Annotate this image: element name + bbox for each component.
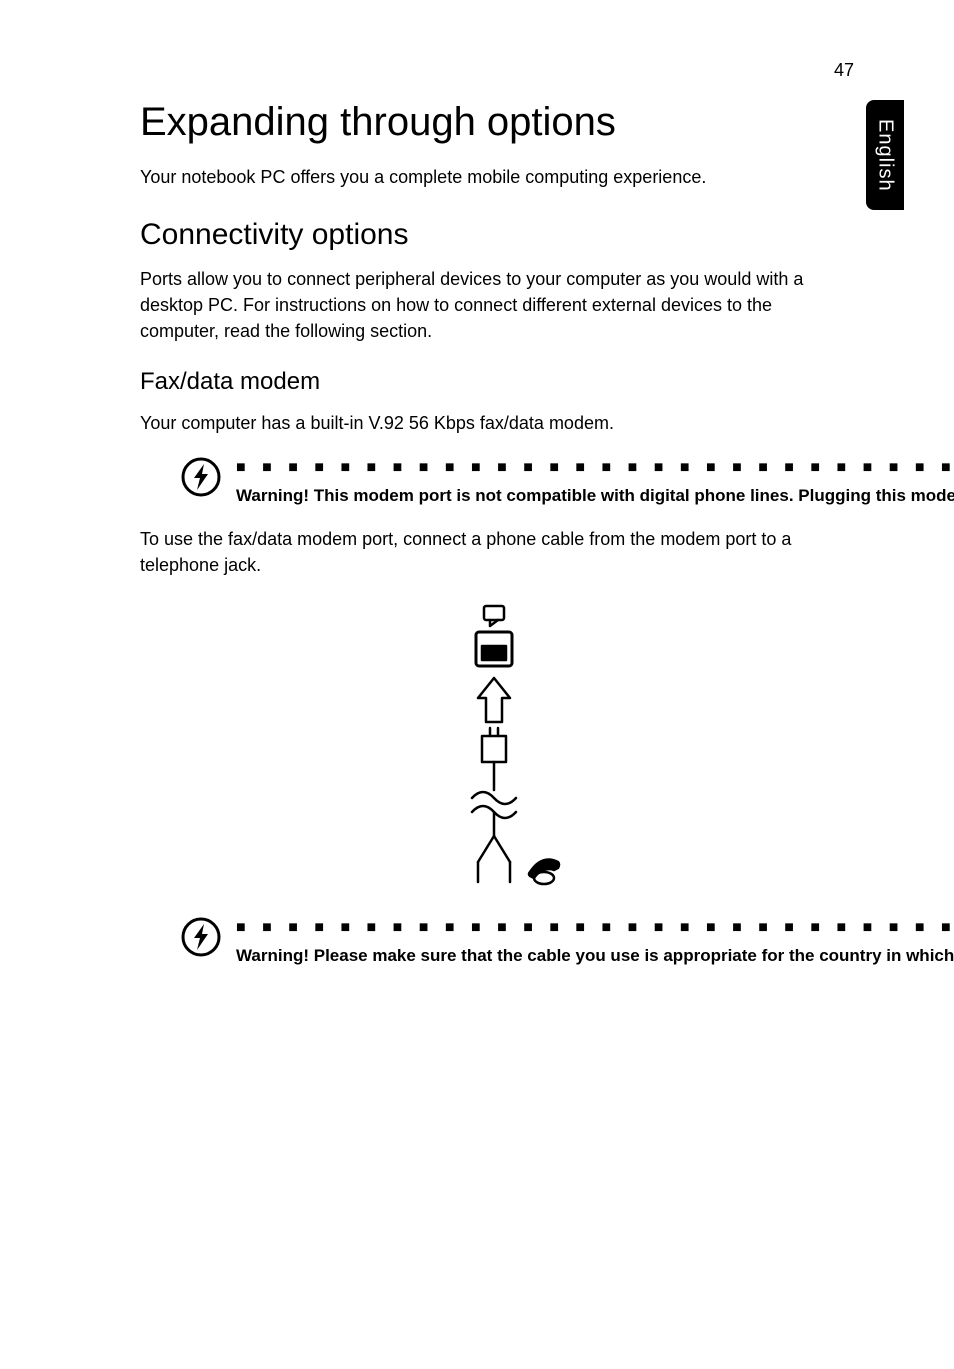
dots-separator: ■ ■ ■ ■ ■ ■ ■ ■ ■ ■ ■ ■ ■ ■ ■ ■ ■ ■ ■ ■ … xyxy=(236,920,954,936)
manual-page: 47 English Expanding through options You… xyxy=(0,0,954,1369)
intro-text: Your notebook PC offers you a complete m… xyxy=(140,164,820,190)
warning-block-2: ■ ■ ■ ■ ■ ■ ■ ■ ■ ■ ■ ■ ■ ■ ■ ■ ■ ■ ■ ■ … xyxy=(180,920,820,968)
warning-1-content: ■ ■ ■ ■ ■ ■ ■ ■ ■ ■ ■ ■ ■ ■ ■ ■ ■ ■ ■ ■ … xyxy=(236,460,954,508)
section-body-connectivity: Ports allow you to connect peripheral de… xyxy=(140,266,820,344)
warning-2-content: ■ ■ ■ ■ ■ ■ ■ ■ ■ ■ ■ ■ ■ ■ ■ ■ ■ ■ ■ ■ … xyxy=(236,920,954,968)
warning-2-text: Warning! Please make sure that the cable… xyxy=(236,944,954,968)
language-tab-label: English xyxy=(874,119,897,192)
subsection-heading-faxmodem: Fax/data modem xyxy=(140,368,864,396)
language-tab: English xyxy=(866,100,904,210)
page-number: 47 xyxy=(834,60,854,81)
section-heading-connectivity: Connectivity options xyxy=(140,218,864,252)
warning-1-text: Warning! This modem port is not compatib… xyxy=(236,484,954,508)
warning-block-1: ■ ■ ■ ■ ■ ■ ■ ■ ■ ■ ■ ■ ■ ■ ■ ■ ■ ■ ■ ■ … xyxy=(180,460,820,508)
lightning-circle-icon xyxy=(180,916,222,958)
subsection-body-1: Your computer has a built-in V.92 56 Kbp… xyxy=(140,410,820,436)
body-after-warning-1: To use the fax/data modem port, connect … xyxy=(140,526,820,578)
lightning-circle-icon xyxy=(180,456,222,498)
dots-separator: ■ ■ ■ ■ ■ ■ ■ ■ ■ ■ ■ ■ ■ ■ ■ ■ ■ ■ ■ ■ … xyxy=(236,460,954,476)
modem-cable-diagram xyxy=(432,602,572,902)
page-title: Expanding through options xyxy=(140,100,864,144)
